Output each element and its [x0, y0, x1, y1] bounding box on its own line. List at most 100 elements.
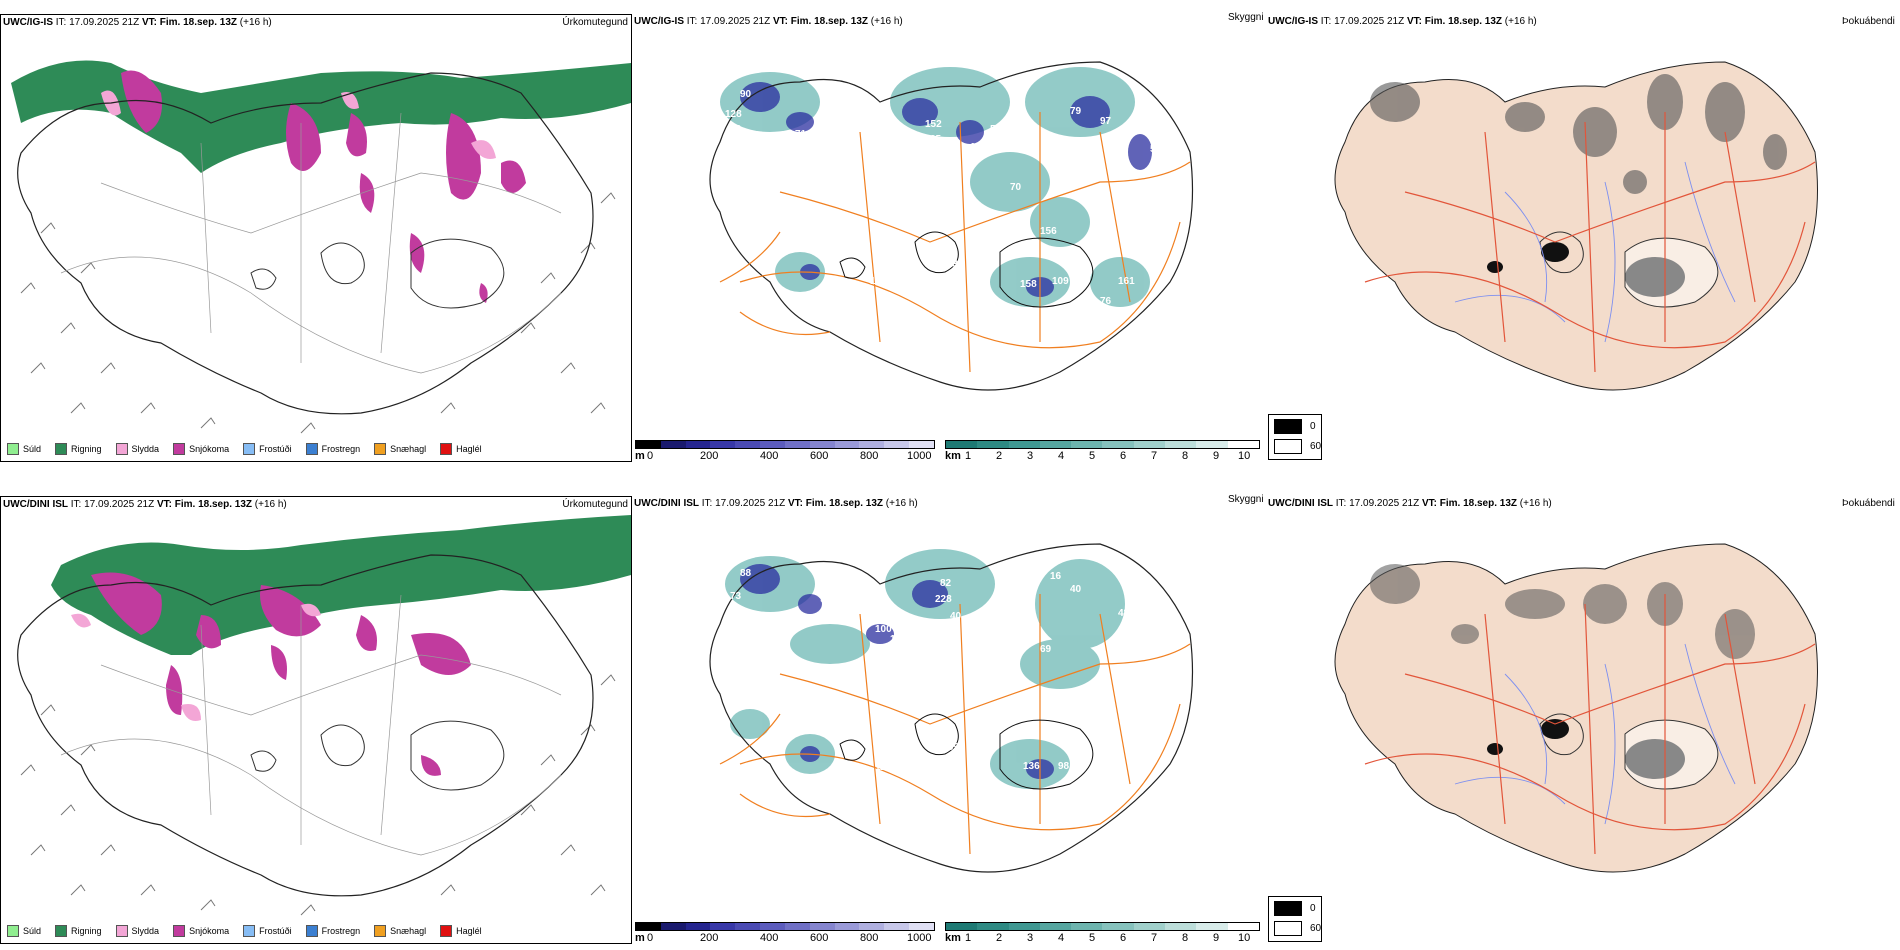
model-name: UWC/DINI ISL	[634, 498, 699, 509]
legend-label: Rigning	[71, 444, 102, 454]
ceiling-tick: 0	[647, 932, 654, 944]
ceiling-labels: 88 73 98 53 82 228 40 100 104 30 69 40 1…	[730, 568, 1130, 773]
ceiling-label: 152	[925, 119, 942, 130]
model-name: UWC/IG-IS	[634, 16, 684, 27]
legend-item: Snjókoma	[173, 925, 229, 937]
legend-swatch	[173, 443, 186, 455]
visibility-tick: 2	[996, 932, 1003, 944]
ceiling-label: 104	[890, 634, 907, 645]
precip-type-legend: Súld Rigning Slydda Snjókoma Frostúði Fr…	[7, 925, 482, 937]
legend-label: Snæhagl	[390, 926, 427, 936]
it-label: IT:	[1320, 16, 1332, 27]
glacier-outlines	[250, 238, 505, 309]
precip-map	[17, 515, 631, 916]
legend-item: Snjókoma	[173, 443, 229, 455]
map-header: UWC/IG-IS IT: 17.09.2025 21Z VT: Fim. 18…	[3, 15, 272, 31]
ceiling-tick: 600	[810, 450, 829, 462]
panel-title-sky: Skyggni	[1228, 12, 1264, 23]
legend-swatch	[55, 443, 68, 455]
visibility-tick: 1	[965, 932, 972, 944]
ceiling-label: 161	[1118, 276, 1135, 287]
legend-item: Súld	[7, 443, 41, 455]
rivers	[1454, 643, 1736, 825]
visibility-unit: km	[945, 450, 961, 462]
ceiling-label: 22	[770, 154, 782, 165]
fog-value: 60	[1310, 441, 1322, 452]
iceland-outline	[17, 554, 594, 897]
rain-area	[11, 60, 631, 173]
fog-legend-row: 60	[1274, 921, 1321, 936]
ceiling-bar	[635, 440, 935, 449]
fog-legend: 0 60	[1268, 414, 1322, 460]
map-header-fog: UWC/IG-IS IT: 17.09.2025 21Z VT: Fim. 18…	[1268, 14, 1537, 30]
precip-map-frame: UWC/DINI ISL IT: 17.09.2025 21Z VT: Fim.…	[0, 496, 632, 944]
ceiling-label: 80	[1128, 119, 1140, 130]
row-2: UWC/DINI ISL IT: 17.09.2025 21Z VT: Fim.…	[0, 494, 1900, 948]
glacier-outlines	[1539, 713, 1719, 790]
legend-item: Frostregn	[305, 925, 361, 937]
legend-swatch	[440, 925, 453, 937]
visibility-tick: 5	[1089, 932, 1096, 944]
ceiling-label: 71	[795, 129, 807, 140]
ceiling-tick: 0	[647, 450, 654, 462]
visibility-tick: 5	[1089, 450, 1096, 462]
model-name: UWC/IG-IS	[3, 17, 53, 28]
visibility-tick: 9	[1213, 932, 1220, 944]
ceiling-label: 136	[1023, 761, 1040, 772]
sleet-areas	[71, 603, 321, 721]
visibility-colorbar: km 1 2 3 4 5 6 7 8 9 10	[945, 440, 1260, 466]
lead-time: (+16 h)	[239, 17, 272, 28]
vt-label: VT:	[156, 499, 172, 510]
model-name: UWC/DINI ISL	[3, 499, 68, 510]
it-value: 17.09.2025 21Z	[69, 17, 140, 28]
fog-value: 60	[1310, 923, 1322, 934]
ceiling-colorbar: m 0 200 400 600 800 1000	[635, 922, 935, 948]
panel-title-fog: Þokuábendi	[1842, 498, 1895, 509]
visibility-tick: 7	[1151, 450, 1158, 462]
legend-item: Haglél	[440, 925, 482, 937]
legend-label: Haglél	[456, 926, 482, 936]
ceiling-label: 128	[725, 109, 742, 120]
vt-label: VT:	[1421, 498, 1437, 509]
lead-time: (+16 h)	[870, 16, 903, 27]
visibility-tick: 4	[1058, 932, 1065, 944]
legend-swatch	[440, 443, 453, 455]
vt-value: Fim. 18.sep. 13Z	[174, 499, 253, 510]
roads	[1364, 112, 1816, 373]
iceland-outline	[709, 61, 1194, 391]
wind-barbs	[20, 674, 616, 916]
visibility-tick: 6	[1120, 450, 1127, 462]
map-header-fog: UWC/DINI ISL IT: 17.09.2025 21Z VT: Fim.…	[1268, 496, 1552, 512]
fog-swatch-black	[1274, 901, 1302, 916]
ceiling-label: 100	[875, 624, 892, 635]
ceiling-bar	[635, 922, 935, 931]
wind-barbs	[20, 192, 616, 434]
it-label: IT:	[686, 16, 698, 27]
it-value: 17.09.2025 21Z	[700, 16, 771, 27]
vt-label: VT:	[787, 498, 803, 509]
legend-item: Snæhagl	[374, 925, 426, 937]
ceiling-label: 20	[792, 711, 804, 722]
lead-time: (+16 h)	[254, 499, 287, 510]
legend-swatch	[115, 443, 128, 455]
visibility-tick: 1	[965, 450, 972, 462]
roads	[60, 112, 562, 374]
ceiling-label: 97	[1100, 116, 1112, 127]
ceiling-tick: 800	[860, 450, 879, 462]
it-value: 17.09.2025 21Z	[84, 499, 155, 510]
ceiling-label: 792	[1090, 189, 1107, 200]
glacier-outlines	[1539, 231, 1719, 308]
legend-label: Súld	[23, 444, 42, 454]
legend-label: Frostúði	[259, 444, 292, 454]
ceiling-label: 109	[1052, 276, 1069, 287]
ceiling-label: 76	[1100, 296, 1112, 307]
legend-label: Frostregn	[321, 926, 361, 936]
fog-legend-row: 60	[1274, 439, 1321, 454]
ceiling-label: 69	[1040, 644, 1052, 655]
iceland-landmass	[1334, 61, 1818, 391]
panel-title-sky: Skyggni	[1228, 494, 1264, 505]
rain-area	[51, 515, 631, 655]
ceiling-label: 110	[870, 276, 887, 287]
ceiling-label: 137	[947, 259, 964, 270]
roads	[60, 594, 562, 856]
